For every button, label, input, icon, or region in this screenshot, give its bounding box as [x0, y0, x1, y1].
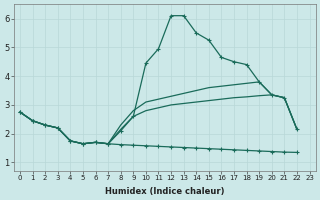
- X-axis label: Humidex (Indice chaleur): Humidex (Indice chaleur): [105, 187, 225, 196]
